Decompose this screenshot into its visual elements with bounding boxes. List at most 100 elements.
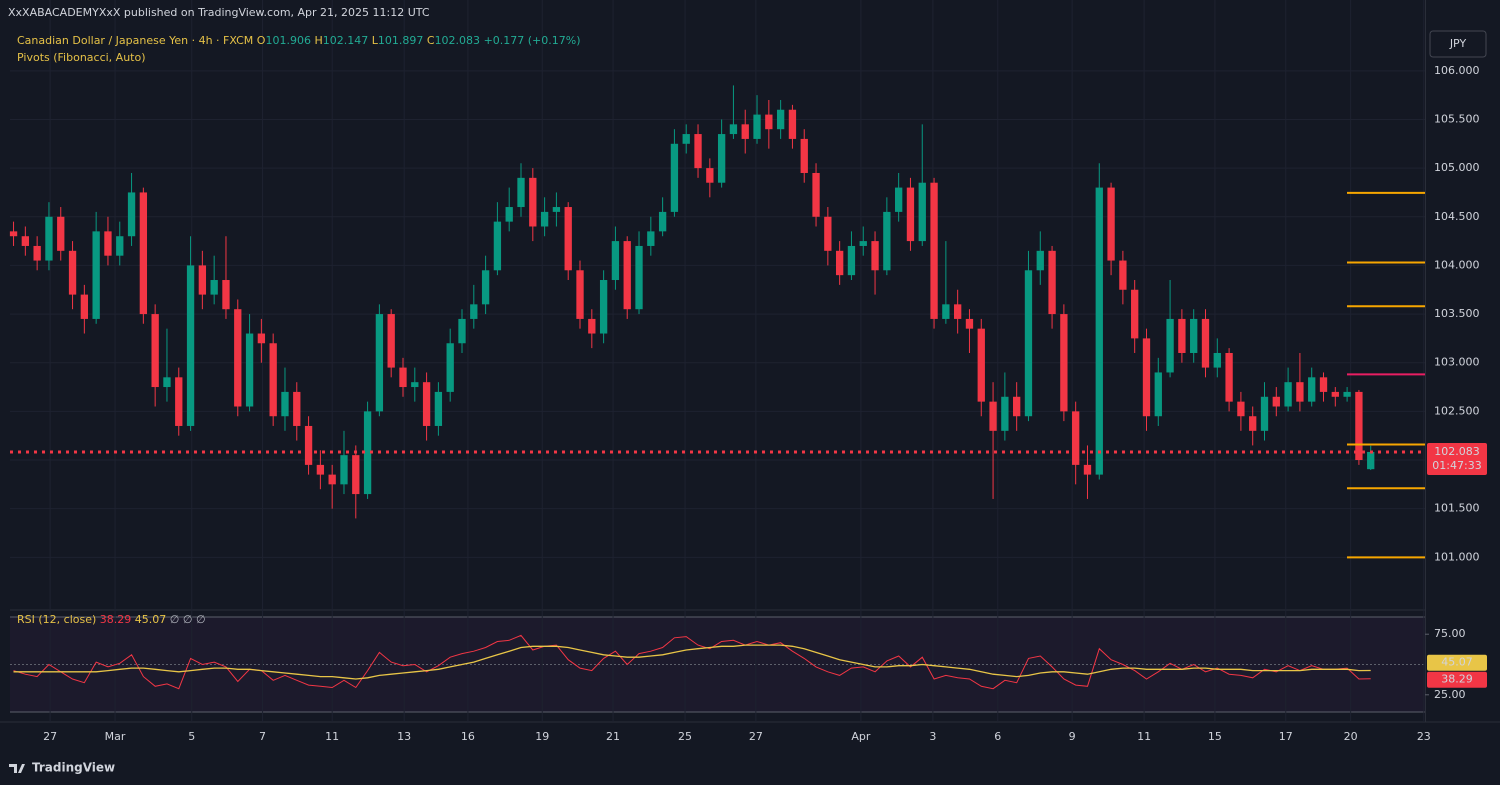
y-tick-label: 101.000 xyxy=(1434,550,1480,563)
x-tick-label: 7 xyxy=(259,730,266,743)
axis-value-label: 45.07 xyxy=(1441,656,1473,669)
candle-body xyxy=(930,182,938,319)
candle-body xyxy=(1072,411,1080,465)
candle-body xyxy=(564,207,572,271)
rsi-legend: RSI (12, close) 38.29 45.07 ∅ ∅ ∅ xyxy=(17,613,206,626)
x-tick-label: 5 xyxy=(188,730,195,743)
axis-value-label: 38.29 xyxy=(1441,673,1473,686)
candle-body xyxy=(210,280,218,295)
candle-body xyxy=(234,309,242,407)
x-tick-label: 16 xyxy=(461,730,475,743)
candle-body xyxy=(942,304,950,319)
candle-body xyxy=(316,464,325,475)
symbol-line: Canadian Dollar / Japanese Yen · 4h · FX… xyxy=(17,34,581,47)
candle-body xyxy=(434,391,443,426)
candle-body xyxy=(611,241,620,281)
candle-body xyxy=(186,265,195,426)
candle-body xyxy=(116,236,124,256)
candle-body xyxy=(1048,250,1056,315)
candle-body xyxy=(269,343,277,417)
x-tick-label: 17 xyxy=(1279,730,1293,743)
rsi-empty-marks: ∅ ∅ ∅ xyxy=(169,613,206,626)
candle-body xyxy=(776,109,785,130)
candle-body xyxy=(965,318,974,329)
candle-body xyxy=(824,216,832,251)
axis-value-box xyxy=(1427,671,1487,688)
axis-value-box xyxy=(1427,654,1487,671)
candle-body xyxy=(599,280,608,334)
indicator-label: Pivots (Fibonacci, Auto) xyxy=(17,51,146,64)
candle-body xyxy=(411,382,419,388)
candle-body xyxy=(375,314,384,412)
candle-body xyxy=(765,114,773,130)
candle-body xyxy=(1296,382,1304,402)
candle-body xyxy=(1083,464,1092,475)
candle-body xyxy=(493,221,502,271)
candle-body xyxy=(363,411,372,495)
logo-text: TradingView xyxy=(32,761,115,775)
candle-body xyxy=(906,187,915,242)
rsi-title: RSI (12, close) xyxy=(17,613,97,626)
candle-body xyxy=(1284,382,1292,407)
candle-body xyxy=(647,231,655,246)
y-tick-label: 102.500 xyxy=(1434,404,1480,417)
rsi-band xyxy=(10,617,1425,712)
candle-body xyxy=(989,401,997,431)
candle-body xyxy=(1024,270,1033,417)
candle-body xyxy=(45,216,53,261)
currency-box[interactable] xyxy=(1429,30,1487,58)
candle-body xyxy=(954,304,962,319)
x-tick-label: 11 xyxy=(1137,730,1151,743)
x-tick-label: 13 xyxy=(397,730,411,743)
candle-body xyxy=(151,314,159,388)
x-tick-label: 9 xyxy=(1069,730,1076,743)
candle-body xyxy=(1225,352,1233,402)
candle-body xyxy=(1201,318,1210,368)
candle-body xyxy=(1343,391,1351,397)
ohlc-letter: O xyxy=(256,34,266,47)
candle-body xyxy=(399,367,407,388)
rsi-line xyxy=(13,634,1371,690)
candle-body xyxy=(859,241,867,246)
symbol: Canadian Dollar / Japanese Yen · 4h · FX… xyxy=(17,34,254,47)
last-price-box xyxy=(1427,442,1487,475)
y-tick-label: 104.500 xyxy=(1434,210,1480,223)
candle-body xyxy=(682,134,690,144)
ohlc-letter: C xyxy=(426,34,435,47)
candle-body xyxy=(304,425,313,465)
currency[interactable]: JPY xyxy=(1449,37,1467,50)
countdown: 01:47:33 xyxy=(1432,459,1481,472)
candle-body xyxy=(847,245,856,276)
candle-body xyxy=(281,391,289,417)
candle-body xyxy=(481,270,490,305)
candle-body xyxy=(92,231,100,319)
x-tick-label: 23 xyxy=(1417,730,1431,743)
candle-body xyxy=(800,138,808,173)
candle-body xyxy=(741,124,749,139)
change: +0.177 (+0.17%) xyxy=(483,34,581,47)
candle-body xyxy=(918,182,926,242)
candle-body xyxy=(222,280,230,310)
candle-body xyxy=(21,236,30,246)
candle-body xyxy=(1131,289,1139,339)
candle-body xyxy=(788,109,797,139)
y-tick-label: 105.000 xyxy=(1434,161,1480,174)
candle-body xyxy=(1367,451,1375,470)
candle-body xyxy=(1107,187,1115,261)
candle-body xyxy=(387,314,395,368)
candle-body xyxy=(293,391,301,426)
candle-body xyxy=(670,143,679,212)
candle-body xyxy=(694,134,702,169)
candle-body xyxy=(517,177,525,208)
rsi-ma-value: 45.07 xyxy=(134,613,167,626)
candle-body xyxy=(1095,187,1103,475)
candle-body xyxy=(1260,396,1269,431)
y-tick-label: 104.000 xyxy=(1434,258,1480,271)
candle-body xyxy=(470,304,478,319)
candle-body xyxy=(835,250,844,276)
candle-body xyxy=(446,343,454,392)
candle-body xyxy=(1213,352,1221,368)
candle-body xyxy=(458,318,466,344)
